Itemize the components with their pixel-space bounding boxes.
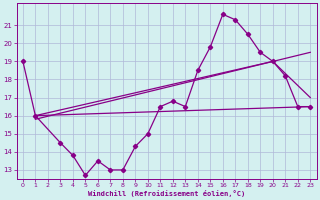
X-axis label: Windchill (Refroidissement éolien,°C): Windchill (Refroidissement éolien,°C) <box>88 190 245 197</box>
